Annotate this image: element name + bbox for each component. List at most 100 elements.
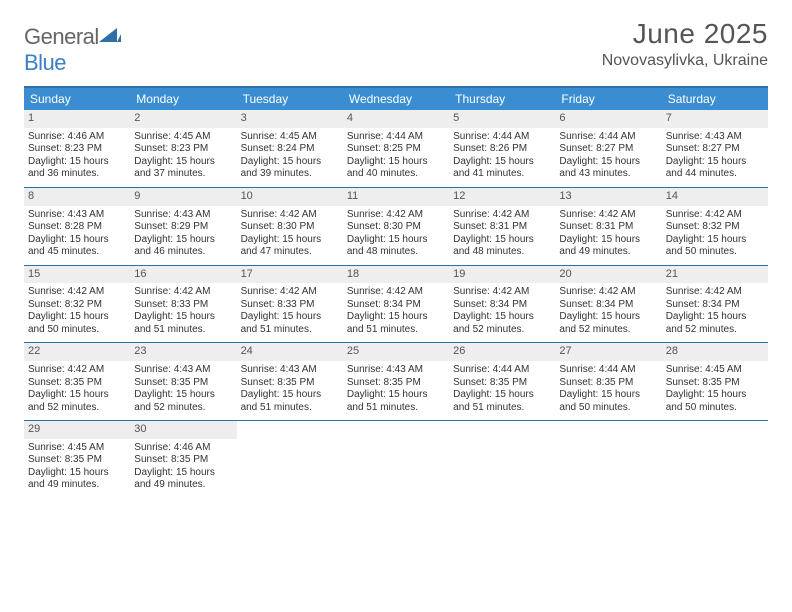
day-cell: 2Sunrise: 4:45 AMSunset: 8:23 PMDaylight… <box>130 110 236 187</box>
daylight-line: Daylight: 15 hours and 46 minutes. <box>134 234 232 259</box>
sunrise-line: Sunrise: 4:42 AM <box>559 209 657 222</box>
sunrise-line: Sunrise: 4:44 AM <box>453 131 551 144</box>
sunrise-line: Sunrise: 4:45 AM <box>134 131 232 144</box>
day-cell: 29Sunrise: 4:45 AMSunset: 8:35 PMDayligh… <box>24 421 130 498</box>
day-number: 15 <box>24 266 130 284</box>
sunset-line: Sunset: 8:35 PM <box>134 377 232 390</box>
day-number: 24 <box>237 343 343 361</box>
sunset-line: Sunset: 8:27 PM <box>666 143 764 156</box>
sunset-line: Sunset: 8:30 PM <box>241 221 339 234</box>
sunset-line: Sunset: 8:35 PM <box>347 377 445 390</box>
day-cell: 28Sunrise: 4:45 AMSunset: 8:35 PMDayligh… <box>662 343 768 420</box>
day-cell: 17Sunrise: 4:42 AMSunset: 8:33 PMDayligh… <box>237 266 343 343</box>
daylight-line: Daylight: 15 hours and 51 minutes. <box>347 389 445 414</box>
daylight-line: Daylight: 15 hours and 51 minutes. <box>453 389 551 414</box>
daylight-line: Daylight: 15 hours and 50 minutes. <box>666 234 764 259</box>
day-number: 10 <box>237 188 343 206</box>
sunrise-line: Sunrise: 4:43 AM <box>134 364 232 377</box>
day-number: 1 <box>24 110 130 128</box>
daylight-line: Daylight: 15 hours and 49 minutes. <box>28 467 126 492</box>
day-cell: 26Sunrise: 4:44 AMSunset: 8:35 PMDayligh… <box>449 343 555 420</box>
sunrise-line: Sunrise: 4:44 AM <box>559 131 657 144</box>
day-cell: 1Sunrise: 4:46 AMSunset: 8:23 PMDaylight… <box>24 110 130 187</box>
day-cell: 19Sunrise: 4:42 AMSunset: 8:34 PMDayligh… <box>449 266 555 343</box>
logo-triangle-icon <box>99 26 121 44</box>
day-cell: 12Sunrise: 4:42 AMSunset: 8:31 PMDayligh… <box>449 188 555 265</box>
dow-header: Tuesday <box>237 88 343 110</box>
logo-text-gray: General <box>24 24 99 49</box>
daylight-line: Daylight: 15 hours and 52 minutes. <box>134 389 232 414</box>
daylight-line: Daylight: 15 hours and 51 minutes. <box>134 311 232 336</box>
daylight-line: Daylight: 15 hours and 44 minutes. <box>666 156 764 181</box>
sunrise-line: Sunrise: 4:43 AM <box>28 209 126 222</box>
sunrise-line: Sunrise: 4:45 AM <box>28 442 126 455</box>
daylight-line: Daylight: 15 hours and 51 minutes. <box>241 311 339 336</box>
daylight-line: Daylight: 15 hours and 52 minutes. <box>28 389 126 414</box>
daylight-line: Daylight: 15 hours and 52 minutes. <box>559 311 657 336</box>
month-title: June 2025 <box>602 18 768 50</box>
day-number: 23 <box>130 343 236 361</box>
daylight-line: Daylight: 15 hours and 45 minutes. <box>28 234 126 259</box>
sunrise-line: Sunrise: 4:42 AM <box>28 286 126 299</box>
day-cell: . <box>343 421 449 498</box>
day-cell: 11Sunrise: 4:42 AMSunset: 8:30 PMDayligh… <box>343 188 449 265</box>
day-number: 27 <box>555 343 661 361</box>
sunrise-line: Sunrise: 4:42 AM <box>666 209 764 222</box>
day-cell: 22Sunrise: 4:42 AMSunset: 8:35 PMDayligh… <box>24 343 130 420</box>
daylight-line: Daylight: 15 hours and 51 minutes. <box>241 389 339 414</box>
day-number: 17 <box>237 266 343 284</box>
day-cell: 13Sunrise: 4:42 AMSunset: 8:31 PMDayligh… <box>555 188 661 265</box>
sunrise-line: Sunrise: 4:46 AM <box>28 131 126 144</box>
day-cell: 8Sunrise: 4:43 AMSunset: 8:28 PMDaylight… <box>24 188 130 265</box>
sunrise-line: Sunrise: 4:43 AM <box>347 364 445 377</box>
dow-header: Friday <box>555 88 661 110</box>
sunrise-line: Sunrise: 4:42 AM <box>453 209 551 222</box>
day-number: 19 <box>449 266 555 284</box>
day-number: 30 <box>130 421 236 439</box>
day-cell: . <box>449 421 555 498</box>
day-cell: . <box>662 421 768 498</box>
sunset-line: Sunset: 8:25 PM <box>347 143 445 156</box>
sunset-line: Sunset: 8:23 PM <box>134 143 232 156</box>
day-cell: . <box>555 421 661 498</box>
sunrise-line: Sunrise: 4:42 AM <box>241 286 339 299</box>
sunset-line: Sunset: 8:35 PM <box>134 454 232 467</box>
day-number: 6 <box>555 110 661 128</box>
day-number: 5 <box>449 110 555 128</box>
sunrise-line: Sunrise: 4:42 AM <box>347 286 445 299</box>
sunrise-line: Sunrise: 4:42 AM <box>347 209 445 222</box>
dow-header: Thursday <box>449 88 555 110</box>
day-number: 29 <box>24 421 130 439</box>
day-cell: 27Sunrise: 4:44 AMSunset: 8:35 PMDayligh… <box>555 343 661 420</box>
day-cell: 18Sunrise: 4:42 AMSunset: 8:34 PMDayligh… <box>343 266 449 343</box>
daylight-line: Daylight: 15 hours and 50 minutes. <box>666 389 764 414</box>
sunset-line: Sunset: 8:32 PM <box>666 221 764 234</box>
logo-text: GeneralBlue <box>24 24 121 76</box>
day-cell: 21Sunrise: 4:42 AMSunset: 8:34 PMDayligh… <box>662 266 768 343</box>
sunrise-line: Sunrise: 4:42 AM <box>559 286 657 299</box>
logo: GeneralBlue <box>24 18 121 76</box>
daylight-line: Daylight: 15 hours and 49 minutes. <box>559 234 657 259</box>
day-cell: 25Sunrise: 4:43 AMSunset: 8:35 PMDayligh… <box>343 343 449 420</box>
dow-header: Monday <box>130 88 236 110</box>
day-cell: 10Sunrise: 4:42 AMSunset: 8:30 PMDayligh… <box>237 188 343 265</box>
sunset-line: Sunset: 8:34 PM <box>666 299 764 312</box>
sunrise-line: Sunrise: 4:45 AM <box>241 131 339 144</box>
dow-header: Sunday <box>24 88 130 110</box>
day-cell: 15Sunrise: 4:42 AMSunset: 8:32 PMDayligh… <box>24 266 130 343</box>
week-row: 8Sunrise: 4:43 AMSunset: 8:28 PMDaylight… <box>24 188 768 266</box>
sunrise-line: Sunrise: 4:42 AM <box>241 209 339 222</box>
daylight-line: Daylight: 15 hours and 37 minutes. <box>134 156 232 181</box>
sunset-line: Sunset: 8:24 PM <box>241 143 339 156</box>
sunrise-line: Sunrise: 4:43 AM <box>134 209 232 222</box>
sunrise-line: Sunrise: 4:44 AM <box>347 131 445 144</box>
day-cell: 9Sunrise: 4:43 AMSunset: 8:29 PMDaylight… <box>130 188 236 265</box>
day-cell: 23 Sunrise: 4:43 AMSunset: 8:35 PMDayligh… <box>130 343 236 420</box>
day-number: 7 <box>662 110 768 128</box>
sunrise-line: Sunrise: 4:42 AM <box>28 364 126 377</box>
sunset-line: Sunset: 8:35 PM <box>241 377 339 390</box>
sunrise-line: Sunrise: 4:45 AM <box>666 364 764 377</box>
day-cell: 3Sunrise: 4:45 AMSunset: 8:24 PMDaylight… <box>237 110 343 187</box>
day-number: 20 <box>555 266 661 284</box>
sunset-line: Sunset: 8:34 PM <box>453 299 551 312</box>
